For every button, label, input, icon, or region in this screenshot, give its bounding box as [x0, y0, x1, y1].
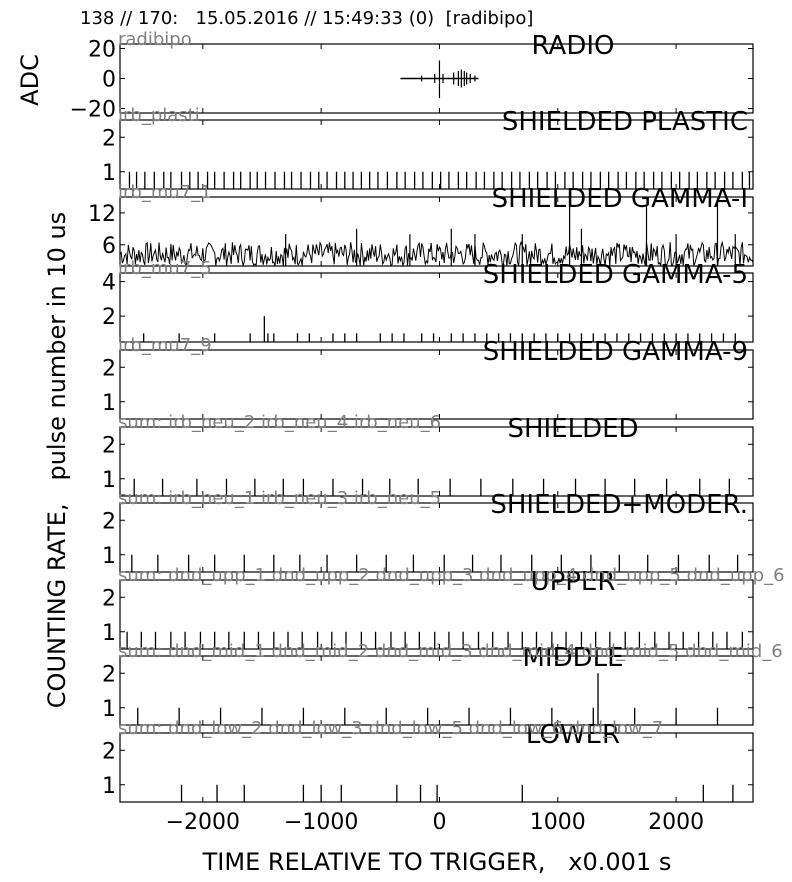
y-tick-label: 4: [102, 271, 116, 296]
panel-frame: [119, 196, 754, 267]
panel-source-shielded: sum: irb_neu_2 irb_neu_4 irb_neu_6: [118, 412, 441, 433]
panel-0: [119, 43, 754, 114]
panel-title-radio: RADIO: [532, 31, 615, 61]
panel-title-lower: LOWER: [526, 720, 620, 750]
y-tick-label: −20: [70, 98, 116, 123]
y-tick-label: 2: [102, 433, 116, 458]
y-tick-label: 20: [88, 38, 116, 63]
y-tick-label: 12: [88, 202, 116, 227]
panel-2: [119, 196, 754, 268]
panel-source-middle: sum: dnd_mid_1 dnd_mid_2 dnd_mid_3 dnd_m…: [118, 641, 783, 662]
y-tick-label: 1: [102, 161, 116, 186]
panel-source-shielded-gamma-9: irb_mu7_9: [118, 335, 212, 356]
y-tick-label: 2: [102, 356, 116, 381]
y-tick-label: 1: [102, 391, 116, 416]
panel-frame: [119, 272, 754, 343]
y-tick-label: 1: [102, 544, 116, 569]
y-tick-label: 1: [102, 697, 116, 722]
x-tick-label: 0: [432, 810, 446, 835]
panel-title-shielded-gamma-9: SHIELDED GAMMA-9: [483, 337, 748, 367]
panel-source-upper: sum: dnd_upp_1 dnd_upp_2 dnd_upp_3 dnd_u…: [118, 565, 785, 586]
panel-frame: [119, 579, 754, 650]
y-tick-label: 2: [102, 126, 116, 151]
panel-3: [119, 272, 754, 343]
panel-title-shielded: SHIELDED: [507, 414, 638, 444]
panel-source-shielded-moder-: sum: irb_neu_1 irb_neu_3 irb_neu_5: [118, 488, 441, 509]
x-tick-label: −1000: [284, 810, 358, 835]
panel-title-shielded-gamma-5: SHIELDED GAMMA-5: [483, 260, 748, 290]
y-tick-label: 1: [102, 621, 116, 646]
panel-title-shielded-plastic: SHIELDED PLASTIC: [502, 107, 748, 137]
panel-title-upper: UPPER: [531, 567, 616, 597]
x-tick-label: −2000: [166, 810, 240, 835]
panel-frame: [119, 349, 754, 420]
y-tick-label: 0: [102, 68, 116, 93]
panel-source-radio: radibipo: [118, 29, 192, 50]
panel-6: [119, 502, 754, 573]
y-tick-label: 1: [102, 774, 116, 799]
figure-title: 138 // 170: 15.05.2016 // 15:49:33 (0) […: [80, 8, 534, 29]
panel-9: [119, 732, 754, 803]
panel-frame: [119, 502, 754, 573]
y-tick-label: 2: [102, 305, 116, 330]
panel-source-shielded-gamma-i: irb_mu7_1: [118, 182, 212, 203]
panel-4: [119, 349, 754, 420]
x-tick-label: 2000: [648, 810, 704, 835]
panel-7: [119, 579, 754, 650]
panel-frame: [119, 119, 754, 190]
gamma-trace: [119, 240, 754, 268]
panel-frame: [119, 732, 754, 803]
y-tick-label: 2: [102, 509, 116, 534]
panel-source-shielded-plastic: irb_plasti: [118, 105, 200, 126]
panel-5: [119, 426, 754, 497]
panel-source-shielded-gamma-5: irb_mu7_5: [118, 258, 212, 279]
panel-1: [119, 119, 754, 190]
panel-source-lower: sum: dnd_low_2 dnd_low_3 dnd_low_5 dnd_l…: [118, 718, 663, 739]
panel-8: [119, 655, 754, 726]
x-tick-label: 1000: [530, 810, 586, 835]
panel-title-shielded-moder-: SHIELDED+MODER.: [490, 490, 748, 520]
panel-frame: [119, 655, 754, 726]
panel-frame: [119, 426, 754, 497]
y-tick-label: 1: [102, 468, 116, 493]
y-tick-label: 2: [102, 662, 116, 687]
y-tick-label: 2: [102, 739, 116, 764]
y-tick-label: 6: [102, 234, 116, 259]
panel-title-shielded-gamma-i: SHIELDED GAMMA-I: [492, 184, 748, 214]
time-axis-label: TIME RELATIVE TO TRIGGER, x0.001 s: [202, 848, 672, 876]
panel-title-middle: MIDDLE: [522, 643, 623, 673]
y-tick-label: 2: [102, 586, 116, 611]
